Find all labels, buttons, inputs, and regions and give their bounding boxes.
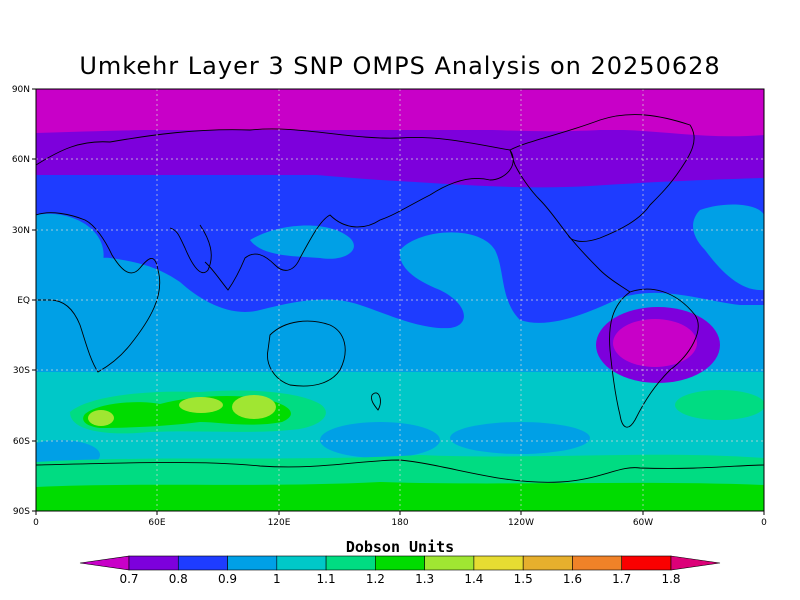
coast-eurasia-north bbox=[36, 128, 514, 196]
x-tick-120w: 120W bbox=[508, 518, 534, 528]
y-tick-30s: 30S bbox=[13, 366, 30, 376]
colorbar-level-label: 1.8 bbox=[661, 572, 680, 586]
peak-1-4-east bbox=[232, 395, 276, 419]
y-tick-eq: EQ bbox=[17, 296, 30, 306]
colorbar-segment bbox=[522, 555, 573, 571]
coast-india bbox=[169, 224, 212, 273]
coast-antarctica bbox=[36, 459, 764, 483]
x-tick-0-east: 0 bbox=[761, 518, 767, 528]
x-tick-120e: 120E bbox=[268, 518, 291, 528]
coast-north-america bbox=[509, 114, 695, 242]
coast-europe-africa bbox=[36, 212, 161, 373]
colorbar-segment bbox=[177, 555, 228, 571]
pocket-south-indian bbox=[320, 422, 440, 458]
colorbar-segment bbox=[375, 555, 425, 571]
colorbar-level-label: 1.3 bbox=[415, 572, 434, 586]
colorbar-segment bbox=[572, 555, 623, 571]
colorbar-level-label: 1.6 bbox=[563, 572, 582, 586]
colorbar-level-label: 1.7 bbox=[612, 572, 631, 586]
peak-1-4-west bbox=[88, 410, 114, 426]
peak-1-4-center bbox=[179, 397, 223, 413]
colorbar-arrow-high bbox=[670, 555, 721, 571]
colorbar-segment bbox=[227, 555, 278, 571]
coast-central-america bbox=[567, 234, 631, 293]
colorbar-level-label: 0.7 bbox=[119, 572, 138, 586]
x-tick-60e: 60E bbox=[148, 518, 165, 528]
colorbar-level-label: 1.5 bbox=[514, 572, 533, 586]
lobe-atlantic bbox=[36, 213, 104, 300]
colorbar-segment bbox=[276, 555, 327, 571]
coast-south-america bbox=[609, 288, 699, 428]
colorbar: 0.7 0.8 0.9 1 1.1 1.2 1.3 1.4 1.5 1.6 1.7 1.8 bbox=[79, 555, 721, 586]
x-tick-180: 180 bbox=[391, 518, 408, 528]
colorbar-arrow-low bbox=[79, 555, 130, 571]
colorbar-segment bbox=[473, 555, 524, 571]
coast-new-zealand bbox=[371, 392, 381, 411]
lobe-west-pacific bbox=[250, 225, 354, 259]
colorbar-segment bbox=[424, 555, 475, 571]
gridlines bbox=[36, 89, 764, 511]
colorbar-level-label: 1 bbox=[273, 572, 281, 586]
y-tick-60n: 60N bbox=[12, 155, 30, 165]
coast-australia bbox=[267, 320, 346, 387]
coast-asia-east bbox=[204, 194, 431, 291]
lobe-east-amer bbox=[693, 204, 764, 291]
band-antarctic-edge bbox=[36, 482, 764, 511]
ozone-field bbox=[36, 89, 764, 511]
colorbar-level-label: 1.1 bbox=[317, 572, 336, 586]
x-tick-60w: 60W bbox=[633, 518, 653, 528]
colorbar-title: Dobson Units bbox=[346, 538, 454, 556]
lobe-north-purple bbox=[36, 89, 764, 137]
ridge-southern-atlantic bbox=[675, 390, 764, 420]
y-tick-30n: 30N bbox=[12, 226, 30, 236]
colorbar-level-label: 1.2 bbox=[366, 572, 385, 586]
anomaly-south-america-inner bbox=[613, 319, 697, 367]
colorbar-level-label: 0.9 bbox=[218, 572, 237, 586]
colorbar-segment bbox=[325, 555, 376, 571]
pocket-south-pacific bbox=[450, 422, 590, 454]
y-tick-90n: 90N bbox=[12, 85, 30, 95]
x-tick-0: 0 bbox=[33, 518, 39, 528]
colorbar-segment bbox=[621, 555, 672, 571]
map-title: Umkehr Layer 3 SNP OMPS Analysis on 2025… bbox=[79, 52, 721, 80]
tick-marks bbox=[32, 88, 765, 515]
coastlines bbox=[36, 114, 764, 483]
lobe-central-pacific bbox=[36, 232, 764, 340]
y-tick-60s: 60S bbox=[13, 437, 30, 447]
y-tick-90s: 90S bbox=[13, 507, 30, 517]
colorbar-segment bbox=[128, 555, 179, 571]
colorbar-level-label: 1.4 bbox=[464, 572, 483, 586]
colorbar-level-label: 0.8 bbox=[169, 572, 188, 586]
